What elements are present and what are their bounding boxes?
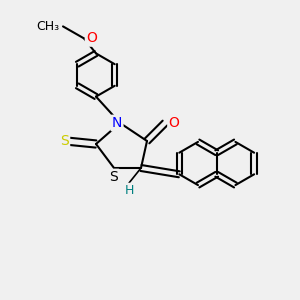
Text: S: S	[60, 134, 69, 148]
Text: O: O	[86, 32, 97, 45]
Text: O: O	[169, 116, 179, 130]
Text: H: H	[124, 184, 134, 197]
Text: CH₃: CH₃	[36, 20, 60, 33]
Text: S: S	[110, 170, 118, 184]
Text: N: N	[112, 116, 122, 130]
